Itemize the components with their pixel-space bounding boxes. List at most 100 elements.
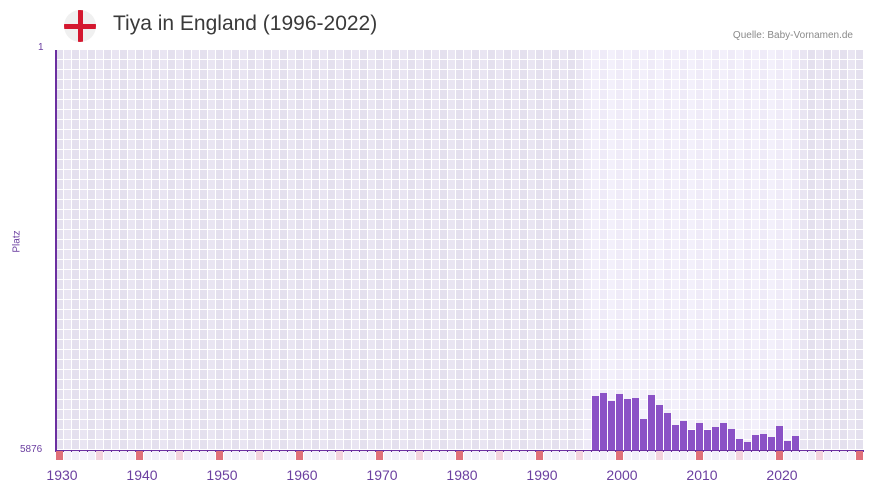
grid-column bbox=[184, 50, 192, 450]
year-marker bbox=[104, 451, 111, 460]
year-marker bbox=[304, 451, 311, 460]
bar-2012[interactable] bbox=[720, 423, 727, 450]
bar-2015[interactable] bbox=[744, 442, 751, 450]
bar-2005[interactable] bbox=[664, 413, 671, 450]
grid-column bbox=[456, 50, 464, 450]
year-marker bbox=[400, 451, 407, 460]
y-axis-line bbox=[55, 50, 57, 451]
year-marker bbox=[216, 451, 223, 460]
year-marker bbox=[544, 451, 551, 460]
bar-1998[interactable] bbox=[608, 401, 615, 450]
source-label: Quelle: Baby-Vornamen.de bbox=[732, 30, 853, 41]
bar-2020[interactable] bbox=[784, 441, 791, 450]
grid-column bbox=[368, 50, 376, 450]
year-marker bbox=[208, 451, 215, 460]
year-marker bbox=[328, 451, 335, 460]
bar-2011[interactable] bbox=[712, 426, 719, 450]
grid-column bbox=[480, 50, 488, 450]
year-marker bbox=[528, 451, 535, 460]
year-marker bbox=[584, 451, 591, 460]
grid-column bbox=[296, 50, 304, 450]
bar-2001[interactable] bbox=[632, 397, 639, 450]
year-marker bbox=[168, 451, 175, 460]
year-marker bbox=[152, 451, 159, 460]
grid-column bbox=[160, 50, 168, 450]
grid-column bbox=[704, 50, 712, 450]
bar-2003[interactable] bbox=[648, 394, 655, 450]
year-marker bbox=[264, 451, 271, 460]
bar-2004[interactable] bbox=[656, 404, 663, 450]
bar-2013[interactable] bbox=[728, 429, 735, 450]
year-marker bbox=[88, 451, 95, 460]
bar-2019[interactable] bbox=[776, 425, 783, 450]
year-marker bbox=[280, 451, 287, 460]
year-marker bbox=[424, 451, 431, 460]
grid-column bbox=[488, 50, 496, 450]
grid-column bbox=[816, 50, 824, 450]
grid-column bbox=[64, 50, 72, 450]
grid-column bbox=[128, 50, 136, 450]
year-marker bbox=[616, 451, 623, 460]
year-marker bbox=[240, 451, 247, 460]
bar-2009[interactable] bbox=[696, 423, 703, 450]
grid-column bbox=[400, 50, 408, 450]
grid-column bbox=[120, 50, 128, 450]
bar-2000[interactable] bbox=[624, 399, 631, 450]
grid-column bbox=[632, 50, 640, 450]
chart-title: Tiya in England (1996-2022) bbox=[113, 12, 378, 35]
bar-2006[interactable] bbox=[672, 425, 679, 450]
grid-column bbox=[560, 50, 568, 450]
grid-column bbox=[496, 50, 504, 450]
bar-2017[interactable] bbox=[760, 434, 767, 450]
grid-column bbox=[520, 50, 528, 450]
grid-column bbox=[784, 50, 792, 450]
year-marker bbox=[632, 451, 639, 460]
year-marker bbox=[184, 451, 191, 460]
bar-2018[interactable] bbox=[768, 436, 775, 450]
bar-2002[interactable] bbox=[640, 419, 647, 450]
bar-1996[interactable] bbox=[592, 396, 599, 450]
grid-column bbox=[680, 50, 688, 450]
grid-column bbox=[80, 50, 88, 450]
bar-2014[interactable] bbox=[736, 438, 743, 450]
year-marker bbox=[560, 451, 567, 460]
bar-2007[interactable] bbox=[680, 420, 687, 450]
england-flag-icon bbox=[64, 10, 96, 42]
x-tick-label: 1960 bbox=[286, 467, 318, 483]
year-marker bbox=[192, 451, 199, 460]
grid-column bbox=[640, 50, 648, 450]
grid-column bbox=[352, 50, 360, 450]
bar-2010[interactable] bbox=[704, 429, 711, 450]
grid-column bbox=[472, 50, 480, 450]
grid-column bbox=[192, 50, 200, 450]
year-marker bbox=[728, 451, 735, 460]
year-marker bbox=[200, 451, 207, 460]
year-marker bbox=[600, 451, 607, 460]
grid-column bbox=[760, 50, 768, 450]
grid-column bbox=[408, 50, 416, 450]
bar-2016[interactable] bbox=[752, 435, 759, 450]
x-tick-label: 2010 bbox=[686, 467, 718, 483]
grid-column bbox=[736, 50, 744, 450]
grid-column bbox=[728, 50, 736, 450]
y-axis-title: Platz bbox=[11, 230, 23, 253]
year-marker bbox=[368, 451, 375, 460]
year-marker bbox=[552, 451, 559, 460]
year-marker bbox=[664, 451, 671, 460]
bar-1997[interactable] bbox=[600, 393, 607, 450]
grid-column bbox=[360, 50, 368, 450]
year-marker bbox=[272, 451, 279, 460]
year-marker bbox=[288, 451, 295, 460]
year-marker bbox=[536, 451, 543, 460]
grid-column bbox=[152, 50, 160, 450]
year-marker bbox=[472, 451, 479, 460]
bar-2008[interactable] bbox=[688, 429, 695, 450]
bar-1999[interactable] bbox=[616, 393, 623, 450]
grid-column bbox=[792, 50, 800, 450]
grid-column bbox=[824, 50, 832, 450]
year-marker bbox=[448, 451, 455, 460]
grid-column bbox=[312, 50, 320, 450]
bar-2021[interactable] bbox=[792, 436, 799, 450]
grid-column bbox=[744, 50, 752, 450]
grid-column bbox=[776, 50, 784, 450]
